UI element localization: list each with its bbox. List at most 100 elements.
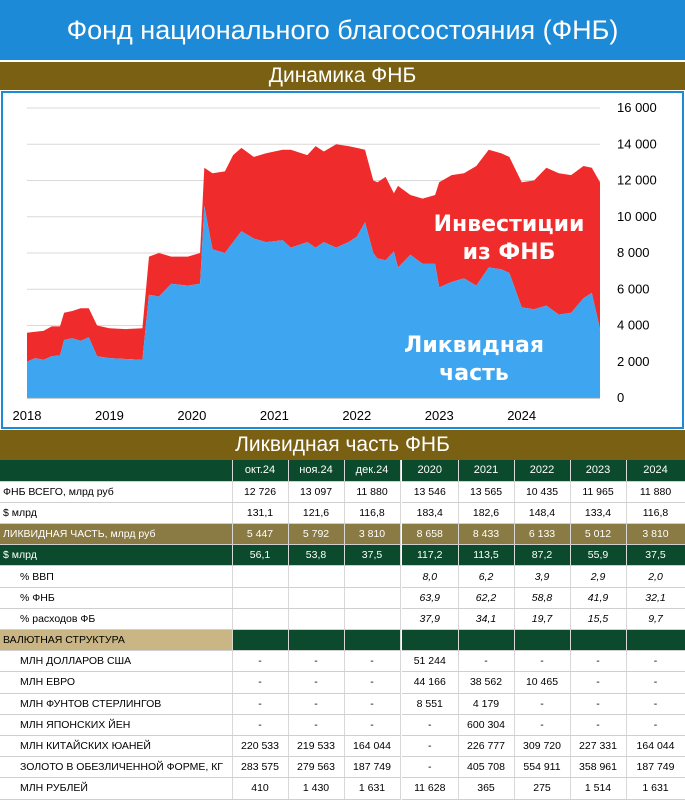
table-cell: 283 575 xyxy=(232,756,289,779)
table-cell: 11 880 xyxy=(344,481,401,503)
table-cell: 4 179 xyxy=(458,693,515,715)
column-header: окт.24 xyxy=(232,460,289,482)
table-cell xyxy=(288,565,345,588)
row-label: МЛН ФУНТОВ СТЕРЛИНГОВ xyxy=(0,693,233,715)
table-cell: 1 631 xyxy=(626,777,685,800)
table-cell: - xyxy=(288,650,345,673)
table-cell xyxy=(288,587,345,609)
column-header: 2021 xyxy=(458,460,515,482)
table-cell: - xyxy=(570,693,627,715)
table-cell: 183,4 xyxy=(402,502,459,525)
table-cell: 116,8 xyxy=(626,502,685,525)
column-divider xyxy=(400,481,402,503)
table-cell: 87,2 xyxy=(514,544,571,567)
table-cell xyxy=(570,629,627,652)
table-cell: 227 331 xyxy=(570,735,627,758)
table-cell: 10 435 xyxy=(514,481,571,503)
investments-series-label: из ФНБ xyxy=(463,240,556,265)
table-header-row: окт.24 ноя.24 дек.24 2020 2021 2022 2023 2024 xyxy=(0,460,685,482)
row-label: % ВВП xyxy=(0,565,233,588)
table-cell: - xyxy=(626,650,685,673)
table-cell: 13 097 xyxy=(288,481,345,503)
table-cell: 63,9 xyxy=(402,587,459,609)
table-row: МЛН РУБЛЕЙ 410 1 430 1 631 11 628 365 275 1 514… xyxy=(0,777,685,800)
column-header: дек.24 xyxy=(344,460,401,482)
table-cell xyxy=(402,629,459,652)
y-tick-label: 12 000 xyxy=(617,173,657,188)
table-cell: 1 631 xyxy=(344,777,401,800)
table-cell: - xyxy=(344,671,401,694)
table-cell: 11 628 xyxy=(402,777,459,800)
y-tick-label: 14 000 xyxy=(617,136,657,151)
table-cell: 279 563 xyxy=(288,756,345,779)
x-tick-label: 2018 xyxy=(13,408,42,423)
table-cell: 187 749 xyxy=(626,756,685,779)
row-label: ЛИКВИДНАЯ ЧАСТЬ, млрд руб xyxy=(0,523,233,546)
table-cell: 6 133 xyxy=(514,523,571,546)
table-cell: 309 720 xyxy=(514,735,571,758)
y-tick-label: 6 000 xyxy=(617,281,650,296)
table-cell: - xyxy=(570,714,627,736)
column-divider xyxy=(400,714,402,736)
table-cell: 3,9 xyxy=(514,565,571,588)
x-tick-label: 2019 xyxy=(95,408,124,423)
x-tick-label: 2020 xyxy=(177,408,206,423)
column-divider xyxy=(400,544,402,566)
x-tick-label: 2022 xyxy=(342,408,371,423)
table-cell: 1 514 xyxy=(570,777,627,800)
table-cell xyxy=(344,608,401,631)
table-cell xyxy=(232,565,289,588)
table-cell: 554 911 xyxy=(514,756,571,779)
column-divider xyxy=(400,671,402,694)
column-divider xyxy=(400,777,402,799)
table-cell: 148,4 xyxy=(514,502,571,525)
table-cell: 1 430 xyxy=(288,777,345,800)
row-label: % расходов ФБ xyxy=(0,608,233,631)
table-cell: 164 044 xyxy=(626,735,685,758)
table-cell: 358 961 xyxy=(570,756,627,779)
table-cell: 10 465 xyxy=(514,671,571,694)
table-cell: - xyxy=(402,756,459,779)
table-cell xyxy=(344,565,401,588)
liquid-series-label: часть xyxy=(439,361,509,386)
table-cell: 8,0 xyxy=(402,565,459,588)
table-cell: 182,6 xyxy=(458,502,515,525)
table-cell: 6,2 xyxy=(458,565,515,588)
column-divider xyxy=(400,693,402,715)
table-row: $ млрд 56,1 53,8 37,5 117,2 113,5 87,2 55,9 37,5 xyxy=(0,544,685,567)
column-header: 2022 xyxy=(514,460,571,482)
table-row: МЛН ДОЛЛАРОВ США - - -51 244- - - - xyxy=(0,650,685,673)
row-label: ЗОЛОТО В ОБЕЗЛИЧЕННОЙ ФОРМЕ, КГ xyxy=(0,756,233,779)
table-cell: - xyxy=(402,735,459,758)
column-header: 2020 xyxy=(402,460,459,482)
column-header: 2024 xyxy=(626,460,685,482)
row-label: $ млрд xyxy=(0,502,233,525)
table-cell: 13 565 xyxy=(458,481,515,503)
table-cell: - xyxy=(570,671,627,694)
table-row: МЛН ЕВРО - - -44 166 38 562 10 465- - xyxy=(0,671,685,694)
table-row: $ млрд 131,1 121,6 116,8 183,4 182,6 148,4 133,… xyxy=(0,502,685,525)
row-label: ФНБ ВСЕГО, млрд руб xyxy=(0,481,233,503)
table-cell: - xyxy=(626,671,685,694)
table-cell: - xyxy=(458,650,515,673)
table-cell: 56,1 xyxy=(232,544,289,567)
table-cell xyxy=(288,608,345,631)
table-cell: - xyxy=(232,693,289,715)
table-cell: 44 166 xyxy=(402,671,459,694)
y-tick-label: 16 000 xyxy=(617,100,657,115)
column-divider xyxy=(400,608,402,630)
table-cell: 2,0 xyxy=(626,565,685,588)
column-header: 2023 xyxy=(570,460,627,482)
column-divider xyxy=(400,629,402,651)
y-tick-label: 10 000 xyxy=(617,209,657,224)
table-cell: 275 xyxy=(514,777,571,800)
table-cell: 3 810 xyxy=(626,523,685,546)
fnb-dynamics-chart: 0 2 000 4 000 6 000 8 000 10 000 12 000 14 000 1… xyxy=(0,90,685,430)
table-row: ФНБ ВСЕГО, млрд руб 12 726 13 097 11 880 13 … xyxy=(0,481,685,503)
row-label: МЛН КИТАЙСКИХ ЮАНЕЙ xyxy=(0,735,233,758)
table-cell: 12 726 xyxy=(232,481,289,503)
table-cell: 37,5 xyxy=(626,544,685,567)
table-cell: 600 304 xyxy=(458,714,515,736)
table-cell: - xyxy=(344,650,401,673)
liquid-part-table: окт.24 ноя.24 дек.24 2020 2021 2022 2023 2024 ФН… xyxy=(0,460,685,800)
